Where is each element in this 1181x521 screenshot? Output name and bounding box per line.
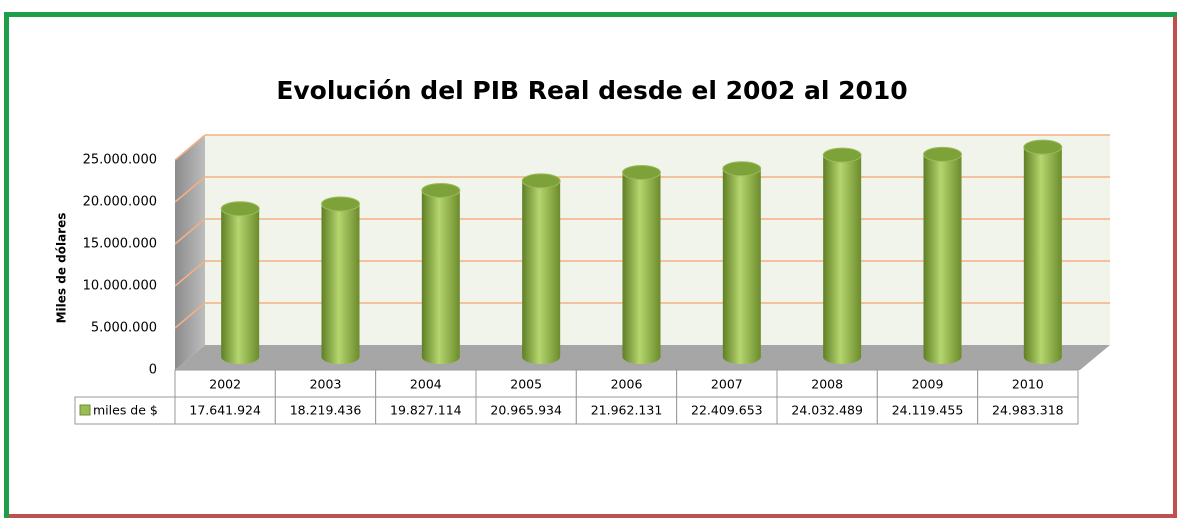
bar <box>522 180 561 365</box>
y-axis-label: Miles de dólares <box>55 213 69 324</box>
x-tick-label: 2003 <box>310 377 342 392</box>
data-label: 24.119.455 <box>892 403 964 418</box>
data-label: 18.219.436 <box>290 403 362 418</box>
grid-line-side <box>174 260 206 287</box>
legend-label: miles de $ <box>93 403 158 418</box>
bar-top <box>722 161 762 177</box>
bar <box>321 203 360 365</box>
table-cell <box>977 396 1079 425</box>
table-cell <box>475 369 577 398</box>
bar <box>622 172 661 365</box>
y-tick-label: 25.000.000 <box>83 153 157 168</box>
table-cell <box>375 369 477 398</box>
bar <box>823 155 862 365</box>
bar-top <box>220 201 260 217</box>
table-cell <box>274 396 377 425</box>
chart-title: Evolución del PIB Real desde el 2002 al … <box>276 76 907 105</box>
bar-top <box>521 173 561 189</box>
bar-top <box>822 147 862 163</box>
x-tick-label: 2005 <box>510 377 542 392</box>
data-label: 22.409.653 <box>691 403 763 418</box>
table-cell <box>977 369 1079 398</box>
bar <box>923 154 962 365</box>
data-label: 19.827.114 <box>390 403 462 418</box>
table-cell <box>876 396 979 425</box>
border-bottom <box>9 514 1177 518</box>
grid-line-side <box>174 302 206 329</box>
table-cell <box>174 396 276 425</box>
data-label: 20.965.934 <box>490 403 562 418</box>
border-right <box>1173 17 1177 518</box>
data-label: 24.032.489 <box>791 403 863 418</box>
table-cell <box>776 396 878 425</box>
x-tick-label: 2007 <box>711 377 743 392</box>
bar <box>722 168 761 365</box>
grid-line-side <box>174 134 206 161</box>
x-tick-label: 2008 <box>811 377 843 392</box>
x-tick-label: 2006 <box>611 377 643 392</box>
grid-line-side <box>174 218 206 245</box>
y-tick-label: 10.000.000 <box>83 279 157 294</box>
bar <box>221 208 260 364</box>
bar <box>1023 147 1062 365</box>
bar-top <box>622 165 661 181</box>
legend-cell <box>74 396 176 425</box>
data-label: 17.641.924 <box>189 403 261 418</box>
table-cell <box>475 396 577 425</box>
border-top <box>4 12 1177 17</box>
x-tick-label: 2004 <box>410 377 442 392</box>
bar-top <box>1023 139 1063 155</box>
data-label: 24.983.318 <box>992 403 1064 418</box>
bar-top <box>421 182 461 198</box>
legend-swatch <box>79 404 91 416</box>
border-left <box>4 12 9 518</box>
y-tick-label: 15.000.000 <box>83 237 157 252</box>
y-tick-label: 20.000.000 <box>83 195 157 210</box>
table-cell <box>876 369 979 398</box>
data-label: 21.962.131 <box>591 403 663 418</box>
bar-top <box>321 196 360 212</box>
grid-line-side <box>174 176 206 203</box>
x-tick-label: 2002 <box>209 377 241 392</box>
x-tick-label: 2010 <box>1012 377 1044 392</box>
y-tick-label: 5.000.000 <box>91 321 157 336</box>
bar-top <box>923 146 962 162</box>
table-cell <box>575 369 678 398</box>
y-tick-label: 0 <box>149 363 157 378</box>
x-tick-label: 2009 <box>912 377 944 392</box>
side-wall <box>175 135 205 370</box>
bar <box>421 190 460 365</box>
table-cell <box>676 396 778 425</box>
